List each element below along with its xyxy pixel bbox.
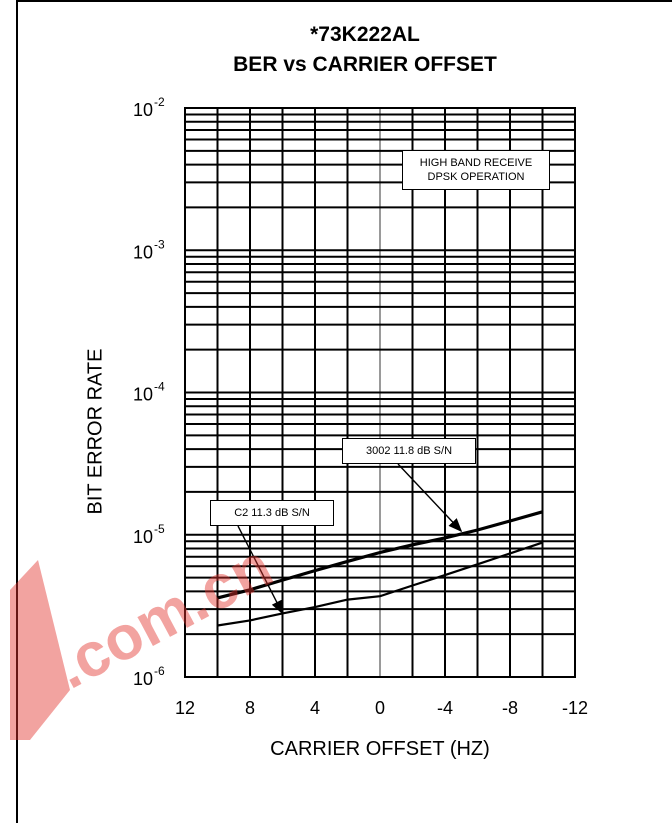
annotation-line-1: HIGH BAND RECEIVE (419, 157, 533, 169)
x-tick-label: -12 (562, 698, 588, 718)
y-tick-exponent: -4 (154, 380, 165, 394)
x-axis-label: CARRIER OFFSET (HZ) (270, 738, 490, 760)
x-tick-label: 8 (245, 698, 255, 718)
series-label-c2: C2 11.3 dB S/N (210, 500, 334, 526)
page-frame-top (16, 0, 672, 2)
x-tick-label: -8 (502, 698, 518, 718)
y-tick-exponent: -2 (154, 95, 165, 109)
series-label-3002: 3002 11.8 dB S/N (342, 438, 476, 464)
series-line-0 (217, 541, 543, 627)
y-tick-label: 10 (133, 242, 153, 262)
annotation-box: HIGH BAND RECEIVE DPSK OPERATION (402, 150, 550, 190)
page-frame-left (0, 0, 18, 823)
arrow-c2 (237, 525, 284, 615)
series-line-1 (217, 510, 543, 600)
annotation-line-2: DPSK OPERATION (427, 171, 525, 183)
x-tick-label: 4 (310, 698, 320, 718)
chart-subtitle: BER vs CARRIER OFFSET (233, 53, 497, 76)
y-tick-exponent: -6 (154, 664, 165, 678)
chart-title: *73K222AL (310, 23, 420, 46)
x-tick-label: 0 (375, 698, 385, 718)
y-tick-label: 10 (133, 385, 153, 405)
arrow-3002 (397, 463, 463, 533)
y-tick-label: 10 (133, 527, 153, 547)
x-tick-label: -4 (437, 698, 453, 718)
y-tick-label: 10 (133, 669, 153, 689)
y-tick-exponent: -5 (154, 522, 165, 536)
y-axis-label: BIT ERROR RATE (84, 348, 107, 515)
y-tick-label: 10 (133, 100, 153, 120)
plot-border (184, 107, 576, 678)
x-tick-label: 12 (175, 698, 195, 718)
y-tick-exponent: -3 (154, 237, 165, 251)
